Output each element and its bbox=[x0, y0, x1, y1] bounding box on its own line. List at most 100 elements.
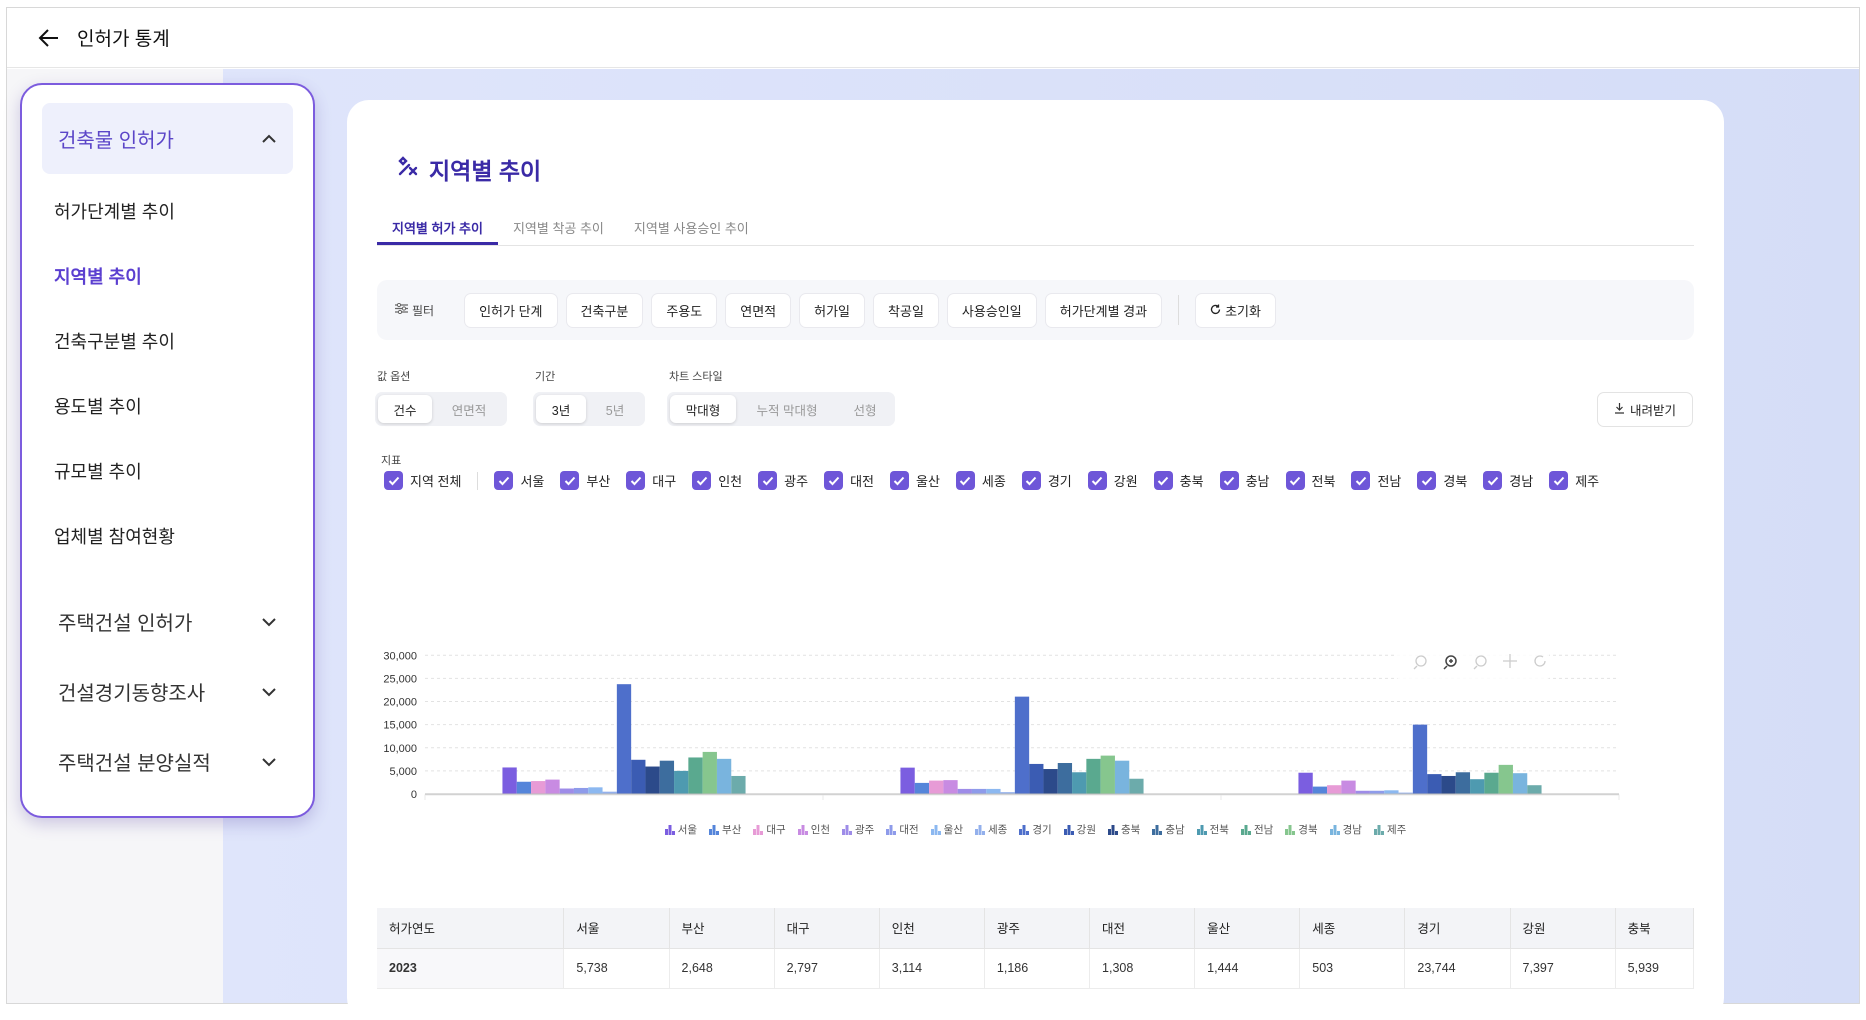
bar[interactable] bbox=[971, 788, 987, 794]
checkbox-region[interactable]: 전북 bbox=[1285, 471, 1335, 490]
legend-item[interactable]: 충북 bbox=[1107, 822, 1140, 837]
table-header-cell[interactable]: 강원 bbox=[1510, 908, 1616, 949]
zoom-reset-icon[interactable] bbox=[1473, 655, 1487, 670]
legend-item[interactable]: 대전 bbox=[886, 822, 919, 837]
checkbox-region[interactable]: 강원 bbox=[1087, 471, 1138, 490]
value-option-area[interactable]: 연면적 bbox=[451, 403, 487, 418]
bar[interactable] bbox=[1384, 790, 1399, 794]
sidebar-group-construction-survey[interactable]: 건설경기동향조사 bbox=[42, 656, 293, 726]
bar[interactable] bbox=[1427, 774, 1442, 794]
bar[interactable] bbox=[716, 758, 732, 794]
sidebar-item-building-type[interactable]: 건축구분별 추이 bbox=[54, 331, 175, 352]
sidebar-group-housing-sales[interactable]: 주택건설 분양실적 bbox=[42, 726, 293, 796]
bar[interactable] bbox=[1470, 779, 1485, 794]
value-option-count[interactable]: 건수 bbox=[378, 395, 432, 423]
bar[interactable] bbox=[559, 788, 574, 794]
bar[interactable] bbox=[1298, 772, 1313, 794]
filter-stage-elapsed[interactable]: 허가단계별 경과 bbox=[1044, 292, 1163, 328]
legend-item[interactable]: 광주 bbox=[842, 822, 874, 837]
bar[interactable] bbox=[688, 757, 703, 794]
bar[interactable] bbox=[1369, 790, 1385, 794]
bar[interactable] bbox=[1412, 724, 1428, 794]
bar[interactable] bbox=[545, 779, 560, 794]
checkbox-region[interactable]: 경남 bbox=[1483, 471, 1533, 490]
sidebar-group-building-permit[interactable]: 건축물 인허가 bbox=[42, 103, 293, 174]
bar[interactable] bbox=[957, 788, 972, 794]
bar[interactable] bbox=[516, 781, 532, 794]
bar[interactable] bbox=[1512, 773, 1528, 794]
filter-permit-date[interactable]: 허가일 bbox=[799, 292, 866, 328]
filter-approval-date[interactable]: 사용승인일 bbox=[946, 292, 1037, 328]
bar[interactable] bbox=[502, 767, 517, 794]
checkbox-region[interactable]: 충남 bbox=[1219, 471, 1270, 490]
bar[interactable] bbox=[1484, 772, 1499, 794]
checkbox-region[interactable]: 대구 bbox=[626, 471, 676, 490]
checkbox-region[interactable]: 서울 bbox=[494, 471, 544, 490]
checkbox-region[interactable]: 전남 bbox=[1351, 471, 1401, 490]
checkbox-region[interactable]: 경기 bbox=[1021, 471, 1072, 490]
filter-permit-stage[interactable]: 인허가 단계 bbox=[464, 292, 558, 328]
sidebar-item-company[interactable]: 업체별 참여현황 bbox=[54, 526, 175, 547]
bar[interactable] bbox=[1129, 778, 1144, 794]
filter-start-date[interactable]: 착공일 bbox=[873, 292, 939, 328]
checkbox-region[interactable]: 세종 bbox=[955, 471, 1006, 490]
tab-region-approval[interactable]: 지역별 사용승인 추이 bbox=[633, 221, 749, 236]
bar[interactable] bbox=[1527, 785, 1542, 794]
bar[interactable] bbox=[602, 791, 617, 794]
chart-style-line[interactable]: 선형 bbox=[853, 403, 877, 418]
download-button[interactable]: 내려받기 bbox=[1597, 392, 1693, 427]
zoom-in-icon[interactable] bbox=[1443, 655, 1457, 670]
bar[interactable] bbox=[900, 767, 915, 794]
table-header-cell[interactable]: 울산 bbox=[1194, 908, 1301, 949]
table-header-cell[interactable]: 대구 bbox=[774, 908, 880, 949]
legend-item[interactable]: 대구 bbox=[753, 822, 786, 837]
chart-style-stacked[interactable]: 누적 막대형 bbox=[756, 403, 818, 418]
filter-main-use[interactable]: 주용도 bbox=[651, 292, 718, 328]
bar[interactable] bbox=[1355, 790, 1370, 794]
checkbox-region[interactable]: 울산 bbox=[889, 471, 940, 490]
filter-building-type[interactable]: 건축구분 bbox=[565, 292, 644, 328]
tab-region-start[interactable]: 지역별 착공 추이 bbox=[512, 221, 604, 236]
bar[interactable] bbox=[929, 780, 944, 794]
legend-item[interactable]: 강원 bbox=[1063, 822, 1096, 837]
legend-item[interactable]: 부산 bbox=[709, 822, 741, 837]
bar[interactable] bbox=[986, 788, 1001, 794]
bar[interactable] bbox=[914, 782, 930, 794]
bar[interactable] bbox=[1327, 785, 1342, 794]
bar[interactable] bbox=[943, 780, 958, 794]
sidebar-item-scale[interactable]: 규모별 추이 bbox=[54, 461, 142, 482]
legend-item[interactable]: 인천 bbox=[797, 822, 830, 837]
checkbox-all-regions[interactable]: 지역 전체 bbox=[384, 471, 461, 490]
bar[interactable] bbox=[1000, 792, 1015, 794]
legend-item[interactable]: 서울 bbox=[664, 822, 697, 837]
tab-region-permit[interactable]: 지역별 허가 추이 bbox=[377, 208, 498, 245]
table-header-cell[interactable]: 서울 bbox=[563, 908, 670, 949]
bar[interactable] bbox=[573, 787, 589, 794]
table-header-cell[interactable]: 허가연도 bbox=[377, 908, 565, 949]
legend-item[interactable]: 울산 bbox=[930, 822, 963, 837]
bar[interactable] bbox=[1086, 758, 1101, 794]
sidebar-item-region[interactable]: 지역별 추이 bbox=[54, 266, 142, 287]
bar[interactable] bbox=[674, 770, 689, 794]
sidebar-item-usage[interactable]: 용도별 추이 bbox=[54, 396, 142, 417]
back-arrow-icon[interactable] bbox=[35, 24, 63, 52]
table-header-cell[interactable]: 부산 bbox=[669, 908, 775, 949]
chart-style-bar[interactable]: 막대형 bbox=[670, 395, 736, 423]
bar[interactable] bbox=[531, 781, 546, 794]
bar[interactable] bbox=[1043, 769, 1058, 794]
checkbox-region[interactable]: 부산 bbox=[560, 471, 610, 490]
table-header-cell[interactable]: 광주 bbox=[984, 908, 1091, 949]
bar[interactable] bbox=[1398, 792, 1413, 794]
bar[interactable] bbox=[1312, 786, 1328, 794]
bar[interactable] bbox=[1100, 755, 1115, 794]
bar[interactable] bbox=[1341, 780, 1356, 794]
checkbox-region[interactable]: 제주 bbox=[1549, 471, 1599, 490]
bar[interactable] bbox=[731, 775, 746, 794]
table-header-cell[interactable]: 충북 bbox=[1615, 908, 1695, 949]
pan-icon[interactable] bbox=[1503, 654, 1517, 668]
checkbox-region[interactable]: 충북 bbox=[1153, 471, 1204, 490]
checkbox-region[interactable]: 대전 bbox=[824, 471, 874, 490]
sidebar-group-housing-permit[interactable]: 주택건설 인허가 bbox=[42, 586, 293, 656]
bar[interactable] bbox=[631, 759, 646, 794]
filter-floor-area[interactable]: 연면적 bbox=[725, 292, 792, 328]
